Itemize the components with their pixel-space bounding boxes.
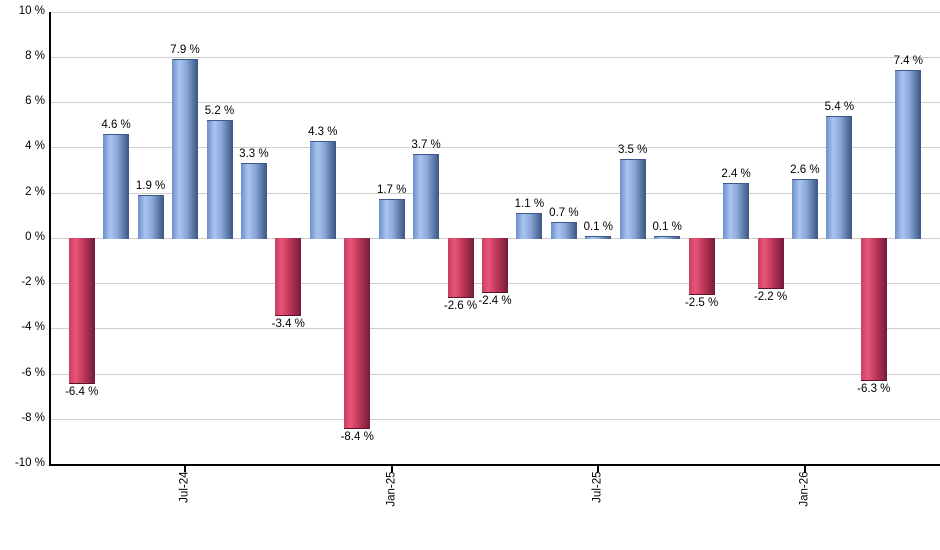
bar-positive xyxy=(206,120,233,239)
bar-value-label: 3.3 % xyxy=(239,148,269,161)
bar-value-label: -6.3 % xyxy=(857,383,891,396)
x-axis-tick-mark xyxy=(184,466,186,472)
bar-value-label: 7.9 % xyxy=(170,44,200,56)
bar-positive xyxy=(826,115,853,239)
bar-negative xyxy=(688,237,715,296)
y-axis-tick-label: -4 % xyxy=(21,321,45,334)
bar-positive xyxy=(895,70,922,239)
bar-negative xyxy=(275,237,302,316)
y-axis-tick-label: 4 % xyxy=(25,140,45,153)
bar-positive xyxy=(309,140,336,239)
bar-positive xyxy=(619,158,646,239)
x-axis-tick-label: Jul-25 xyxy=(591,471,604,503)
y-axis-tick-label: 6 % xyxy=(25,95,45,107)
bar-positive xyxy=(378,199,405,239)
bar-value-label: 3.5 % xyxy=(617,143,648,156)
gridline xyxy=(49,373,940,375)
bar-positive xyxy=(137,194,164,239)
bar-positive xyxy=(550,221,577,239)
x-axis-line xyxy=(49,464,940,466)
bar-positive xyxy=(516,212,543,239)
bar-value-label: -6.4 % xyxy=(65,385,99,398)
bar-positive xyxy=(240,163,267,239)
y-axis-tick-label: -8 % xyxy=(21,411,45,424)
gridline xyxy=(49,102,940,103)
gridline xyxy=(49,418,940,420)
gridline xyxy=(49,192,940,194)
bar-value-label: -2.4 % xyxy=(478,295,512,308)
bar-positive xyxy=(103,133,130,239)
bar-value-label: -2.2 % xyxy=(753,290,788,303)
bar-value-label: 0.1 % xyxy=(652,220,682,233)
x-axis-tick-label: Jul-24 xyxy=(178,471,191,503)
bar-negative xyxy=(447,237,474,298)
bar-value-label: 0.1 % xyxy=(583,220,613,233)
bar-value-label: 3.7 % xyxy=(411,139,441,151)
bar-value-label: 5.2 % xyxy=(204,105,235,118)
gridline xyxy=(49,56,940,58)
bar-value-label: 7.4 % xyxy=(893,55,923,68)
bar-negative xyxy=(860,237,887,382)
bar-positive xyxy=(723,183,750,239)
bar-value-label: 2.6 % xyxy=(790,163,820,176)
x-axis-tick-mark xyxy=(803,466,806,472)
bar-positive xyxy=(172,59,198,239)
y-axis-line xyxy=(49,11,51,466)
bar-value-label: -3.4 % xyxy=(271,317,305,330)
x-axis-tick-label: Jan-25 xyxy=(385,471,398,507)
bar-value-label: -2.6 % xyxy=(443,299,478,312)
bar-value-label: 5.4 % xyxy=(824,100,855,113)
bar-negative xyxy=(68,237,95,384)
bar-value-label: 4.3 % xyxy=(308,125,338,138)
y-axis-tick-label: -10 % xyxy=(14,457,45,469)
y-axis-tick-label: 0 % xyxy=(25,230,45,243)
y-axis-tick-label: 8 % xyxy=(25,49,45,62)
bar-positive xyxy=(791,178,818,239)
y-axis-tick-label: 10 % xyxy=(18,4,45,17)
x-axis-tick-mark xyxy=(597,466,600,472)
bar-negative xyxy=(757,237,784,289)
bar-value-label: -2.5 % xyxy=(684,297,719,310)
y-axis-tick-label: -6 % xyxy=(21,366,45,379)
bar-value-label: 2.4 % xyxy=(721,168,751,181)
bar-value-label: 4.6 % xyxy=(101,118,131,131)
x-axis-tick-label: Jan-26 xyxy=(798,471,811,507)
x-axis-tick-mark xyxy=(390,466,393,472)
bar-positive xyxy=(413,154,440,239)
bar-value-label: 1.7 % xyxy=(376,184,407,197)
bar-value-label: 1.1 % xyxy=(514,197,545,210)
bar-value-label: 1.9 % xyxy=(135,179,166,192)
bar-positive xyxy=(585,235,612,239)
gridline xyxy=(49,147,940,149)
bar-negative xyxy=(482,237,508,294)
bar-positive xyxy=(654,235,681,239)
bar-value-label: -8.4 % xyxy=(340,430,374,443)
y-axis-tick-label: 2 % xyxy=(25,185,45,198)
y-axis-tick-label: -2 % xyxy=(21,276,45,288)
gridline xyxy=(49,11,940,13)
gridline xyxy=(49,328,940,330)
bar-value-label: 0.7 % xyxy=(549,206,579,219)
bar-negative xyxy=(344,237,371,429)
